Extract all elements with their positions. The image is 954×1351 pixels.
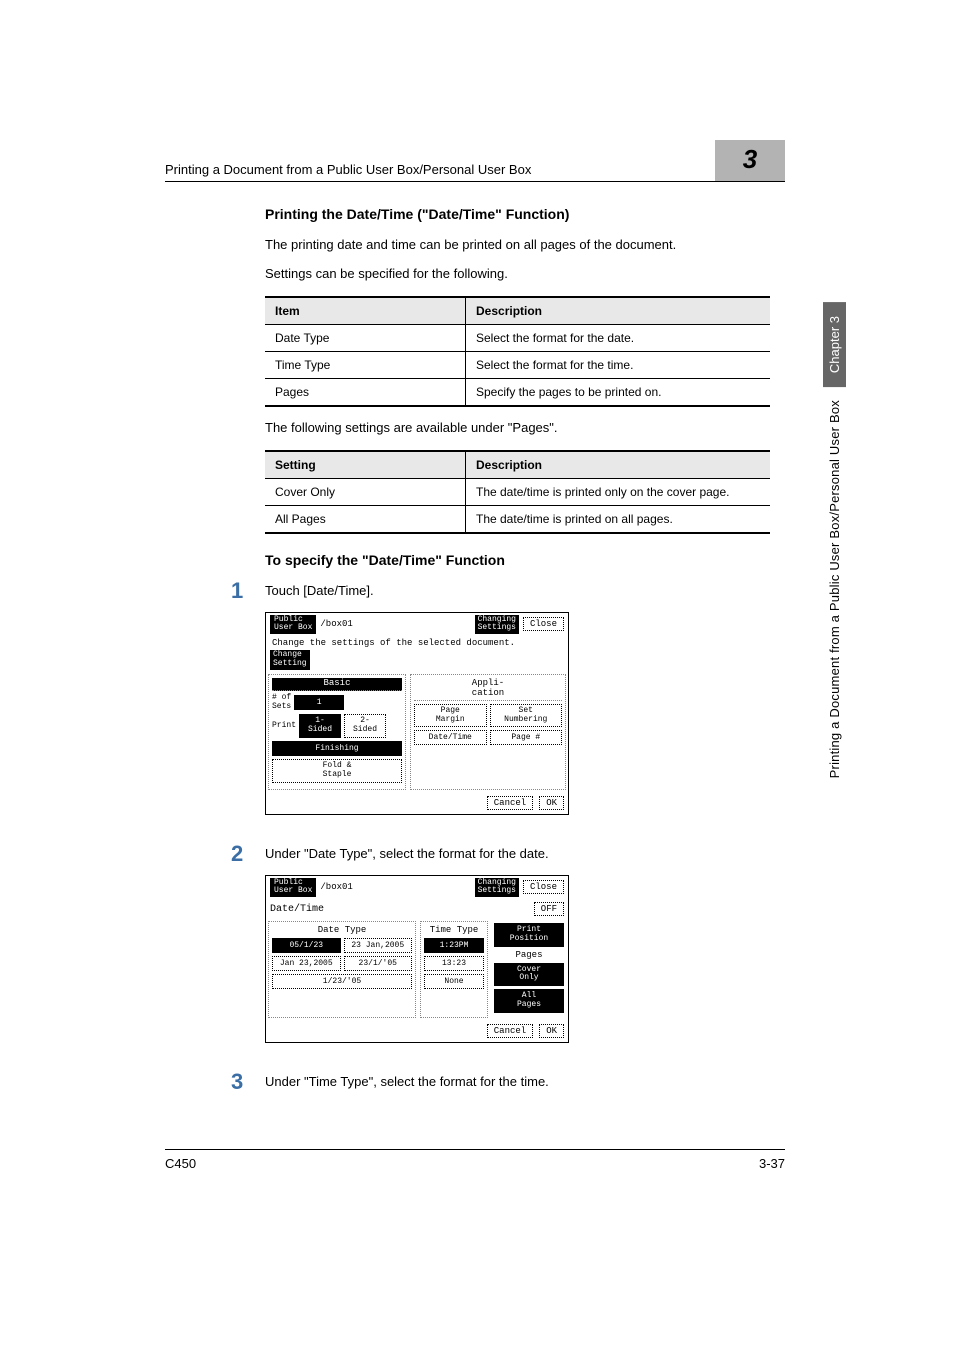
time-option[interactable]: 1:23PM xyxy=(424,938,484,953)
two-sided-button[interactable]: 2- Sided xyxy=(344,714,386,738)
date-option[interactable]: 05/1/23 xyxy=(272,938,341,953)
box-name: /box01 xyxy=(320,619,352,629)
table-row: Pages Specify the pages to be printed on… xyxy=(265,378,770,406)
step-text: Under "Date Type", select the format for… xyxy=(265,843,549,861)
device-screenshot-1: Public User Box /box01 Changing Settings… xyxy=(265,612,569,815)
between-tables-text: The following settings are available und… xyxy=(265,419,785,438)
changing-settings-label: Changing Settings xyxy=(475,615,519,635)
side-running-title: Printing a Document from a Public User B… xyxy=(827,400,842,778)
date-option[interactable]: Jan 23,2005 xyxy=(272,956,341,971)
page-margin-button[interactable]: Page Margin xyxy=(414,704,487,728)
time-option[interactable]: None xyxy=(424,974,484,989)
finishing-button[interactable]: Finishing xyxy=(272,741,402,756)
table-row: Time Type Select the format for the time… xyxy=(265,351,770,378)
step-text: Under "Time Type", select the format for… xyxy=(265,1071,549,1089)
time-type-label: Time Type xyxy=(424,925,484,935)
step-number: 2 xyxy=(231,843,265,865)
box-name: /box01 xyxy=(320,882,352,892)
cancel-button[interactable]: Cancel xyxy=(487,796,533,810)
changing-settings-label: Changing Settings xyxy=(475,878,519,898)
cancel-button[interactable]: Cancel xyxy=(487,1024,533,1038)
sets-label: # of Sets xyxy=(272,694,291,712)
table1-head-desc: Description xyxy=(466,297,771,325)
set-numbering-button[interactable]: Set Numbering xyxy=(490,704,563,728)
print-position-button[interactable]: Print Position xyxy=(494,923,564,947)
chapter-number-tab: 3 xyxy=(715,140,785,181)
step-number: 3 xyxy=(231,1071,265,1093)
ok-button[interactable]: OK xyxy=(539,796,564,810)
table-row: Date Type Select the format for the date… xyxy=(265,324,770,351)
page-number-button[interactable]: Page # xyxy=(490,730,563,745)
fold-button[interactable]: Fold & Staple xyxy=(272,759,402,783)
ok-button[interactable]: OK xyxy=(539,1024,564,1038)
step-1: 1 Touch [Date/Time]. xyxy=(265,580,785,602)
tab-application[interactable]: Appli- cation xyxy=(414,678,562,701)
item-table: Item Description Date Type Select the fo… xyxy=(265,296,770,407)
page-header: Printing a Document from a Public User B… xyxy=(165,140,785,182)
side-chapter-tab: Chapter 3 xyxy=(823,302,846,387)
section-title: Printing the Date/Time ("Date/Time" Func… xyxy=(265,206,785,222)
footer-page: 3-37 xyxy=(759,1156,785,1171)
table-row: Cover Only The date/time is printed only… xyxy=(265,478,770,505)
footer-model: C450 xyxy=(165,1156,196,1171)
device-screenshot-2: Public User Box /box01 Changing Settings… xyxy=(265,875,569,1043)
breadcrumb: Printing a Document from a Public User B… xyxy=(165,162,705,181)
table2-head-desc: Description xyxy=(466,451,771,479)
box-label: Public User Box xyxy=(270,615,316,635)
step-3: 3 Under "Time Type", select the format f… xyxy=(265,1071,785,1093)
close-button[interactable]: Close xyxy=(523,880,564,894)
sets-value[interactable]: 1 xyxy=(294,695,344,710)
table-row: All Pages The date/time is printed on al… xyxy=(265,505,770,533)
change-setting-label: Change Setting xyxy=(270,650,310,670)
one-sided-button[interactable]: 1- Sided xyxy=(299,714,341,738)
table2-head-setting: Setting xyxy=(265,451,466,479)
table1-head-item: Item xyxy=(265,297,466,325)
time-option[interactable]: 13:23 xyxy=(424,956,484,971)
tab-basic[interactable]: Basic xyxy=(272,678,402,691)
cover-only-button[interactable]: Cover Only xyxy=(494,963,564,987)
date-time-heading: Date/Time xyxy=(270,904,324,915)
setting-table: Setting Description Cover Only The date/… xyxy=(265,450,770,534)
intro-paragraph-2: Settings can be specified for the follow… xyxy=(265,265,785,284)
step-text: Touch [Date/Time]. xyxy=(265,580,374,598)
step-number: 1 xyxy=(231,580,265,602)
date-option[interactable]: 1/23/'05 xyxy=(272,974,412,989)
date-option[interactable]: 23/1/'05 xyxy=(344,956,413,971)
step-2: 2 Under "Date Type", select the format f… xyxy=(265,843,785,865)
page-footer: C450 3-37 xyxy=(165,1149,785,1171)
all-pages-button[interactable]: All Pages xyxy=(494,989,564,1013)
close-button[interactable]: Close xyxy=(523,617,564,631)
date-type-label: Date Type xyxy=(272,925,412,935)
off-button[interactable]: OFF xyxy=(534,902,564,916)
date-option[interactable]: 23 Jan,2005 xyxy=(344,938,413,953)
box-label: Public User Box xyxy=(270,878,316,898)
print-label: Print xyxy=(272,722,296,731)
intro-paragraph-1: The printing date and time can be printe… xyxy=(265,236,785,255)
procedure-heading: To specify the "Date/Time" Function xyxy=(265,552,785,568)
screenshot-subtitle: Change the settings of the selected docu… xyxy=(266,636,568,650)
date-time-button[interactable]: Date/Time xyxy=(414,730,487,745)
pages-label: Pages xyxy=(494,950,564,960)
